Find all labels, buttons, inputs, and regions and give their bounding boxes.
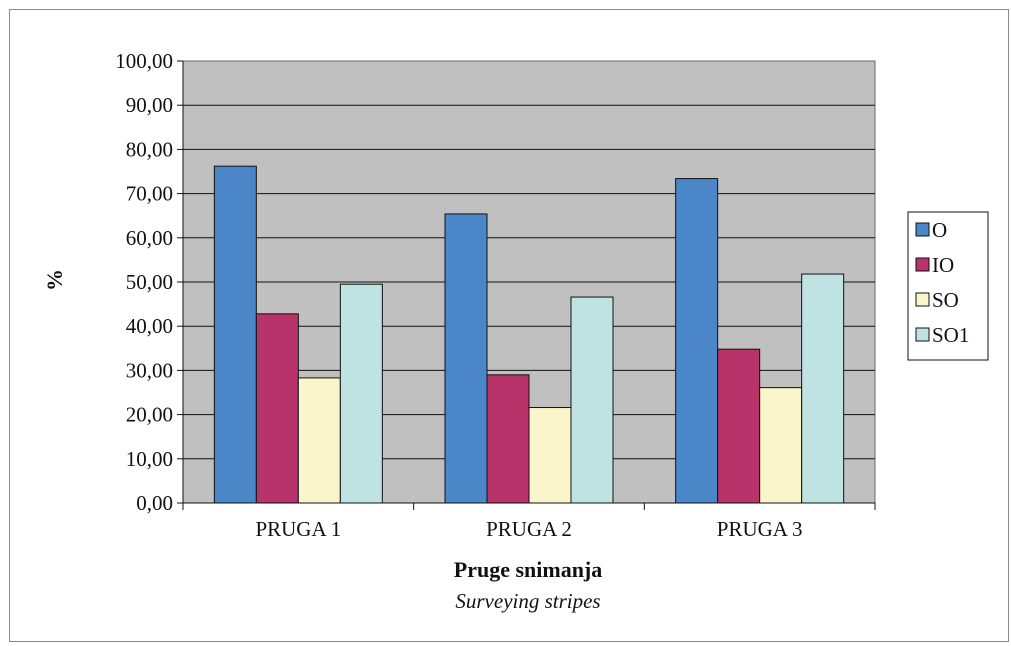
bar-so1-3 bbox=[801, 273, 845, 504]
y-tick-label: 60,00 bbox=[126, 226, 173, 250]
y-axis-label: % bbox=[42, 269, 67, 291]
y-tick-label: 40,00 bbox=[126, 314, 173, 338]
legend-label: O bbox=[932, 218, 947, 242]
legend-label: SO bbox=[932, 288, 959, 312]
bar-io-3 bbox=[717, 348, 761, 504]
bar-io-2 bbox=[486, 374, 530, 504]
bars bbox=[213, 165, 845, 504]
bar-so-3 bbox=[759, 387, 803, 504]
y-tick-label: 90,00 bbox=[126, 93, 173, 117]
bar-so1-1 bbox=[339, 283, 383, 504]
bar-o-2 bbox=[444, 213, 488, 504]
legend-swatch bbox=[915, 327, 930, 342]
x-axis: PRUGA 1 PRUGA 2 PRUGA 3 bbox=[182, 502, 876, 541]
legend-swatch bbox=[915, 257, 930, 272]
legend-label: IO bbox=[932, 253, 954, 277]
bar-o-3 bbox=[675, 178, 719, 504]
bar-so1-2 bbox=[570, 296, 614, 504]
y-tick-label: 80,00 bbox=[126, 137, 173, 161]
legend-label: SO1 bbox=[932, 323, 969, 347]
y-axis: 0,00 10,00 20,00 30,00 40,00 50,00 60,00 70,00 8… bbox=[115, 49, 184, 515]
bar-so-1 bbox=[297, 377, 341, 504]
legend-swatch bbox=[915, 222, 930, 237]
y-tick-label: 20,00 bbox=[126, 403, 173, 427]
y-tick-label: 30,00 bbox=[126, 358, 173, 382]
x-axis-sublabel: Surveying stripes bbox=[455, 589, 600, 613]
x-tick-label: PRUGA 2 bbox=[486, 517, 572, 541]
x-axis-label: Pruge snimanja bbox=[454, 557, 603, 582]
y-tick-label: 70,00 bbox=[126, 182, 173, 206]
x-tick-label: PRUGA 1 bbox=[255, 517, 341, 541]
legend-swatch bbox=[915, 292, 930, 307]
y-tick-label: 100,00 bbox=[115, 49, 173, 73]
bar-so-2 bbox=[528, 407, 572, 504]
y-tick-label: 50,00 bbox=[126, 270, 173, 294]
bar-o-1 bbox=[213, 165, 257, 504]
legend: O IO SO SO1 bbox=[907, 211, 989, 361]
y-tick-label: 10,00 bbox=[126, 447, 173, 471]
x-tick-label: PRUGA 3 bbox=[717, 517, 803, 541]
y-tick-label: 0,00 bbox=[136, 491, 173, 515]
bar-io-1 bbox=[255, 313, 299, 504]
